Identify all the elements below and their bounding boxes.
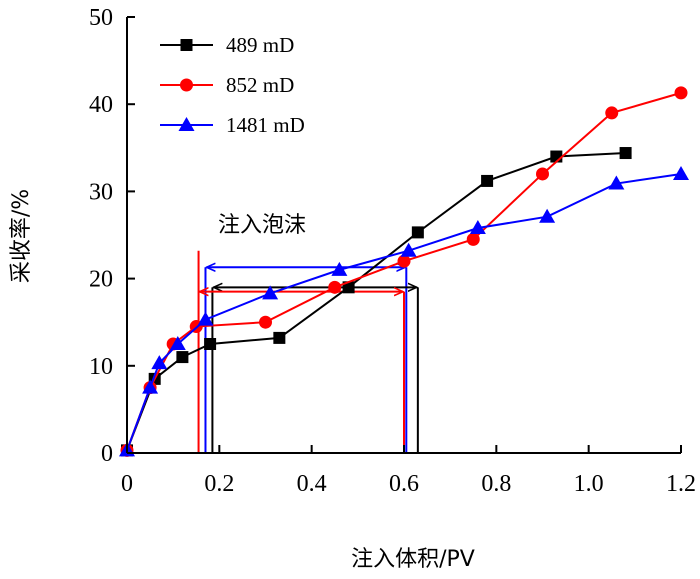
data-point [342,281,355,294]
data-point [151,355,168,370]
legend-entry: 489 mD [160,33,294,57]
data-point [536,167,549,181]
data-point [674,86,688,100]
legend-marker [180,39,193,51]
data-point [539,208,556,223]
legend-label: 852 mD [226,73,294,97]
data-point [605,106,619,120]
x-tick-label: 0 [121,471,133,497]
legend: 489 mD 852 mD 1481 mD [160,33,305,137]
data-point [328,280,342,294]
x-tick-label: 0.8 [481,471,511,497]
series-line [126,152,626,451]
data-point [466,232,480,246]
axes: 0 0.2 0.4 0.6 0.8 1.0 1.2 0 10 20 30 40 50 [89,5,696,497]
data-point [400,242,417,257]
data-point [142,379,159,394]
data-point [469,220,486,235]
data-point [411,226,424,239]
y-tick-label: 10 [89,354,113,380]
data-point [169,336,186,350]
x-tick-label: 1.2 [666,471,696,497]
data-point [204,338,217,350]
legend-label: 489 mD [226,33,294,57]
x-tick-label: 1.0 [574,471,604,497]
legend-entry: 852 mD [160,73,294,97]
data-point [176,351,189,364]
y-axis-title: 采收率/% [9,189,34,283]
data-point [331,261,348,276]
x-tick-label: 0.4 [297,471,327,497]
y-tick-label: 30 [89,179,113,205]
y-tick-label: 40 [89,92,113,118]
legend-marker [178,117,195,131]
data-point [273,331,286,344]
legend-label: 1481 mD [226,113,305,137]
data-point [481,174,494,187]
series-layer [119,86,689,457]
data-point [673,165,689,180]
y-tick-label: 20 [89,267,113,293]
annotation-foam-injection-label: 注入泡沫 [218,213,306,238]
legend-marker [180,78,193,92]
x-tick-label: 0.6 [389,471,419,497]
y-tick-label: 0 [101,441,113,467]
data-point [608,175,625,190]
foam-injection-annotation [197,250,419,453]
series-1481-mD [119,165,689,457]
legend-entry: 1481 mD [160,113,305,137]
data-point [262,285,279,300]
x-tick-label: 0.2 [204,471,234,497]
data-point [197,311,214,326]
y-tick-label: 50 [89,5,113,31]
x-axis-title: 注入体积/PV [351,547,475,572]
data-point [619,147,632,160]
data-point [259,315,272,329]
data-point [397,254,411,268]
